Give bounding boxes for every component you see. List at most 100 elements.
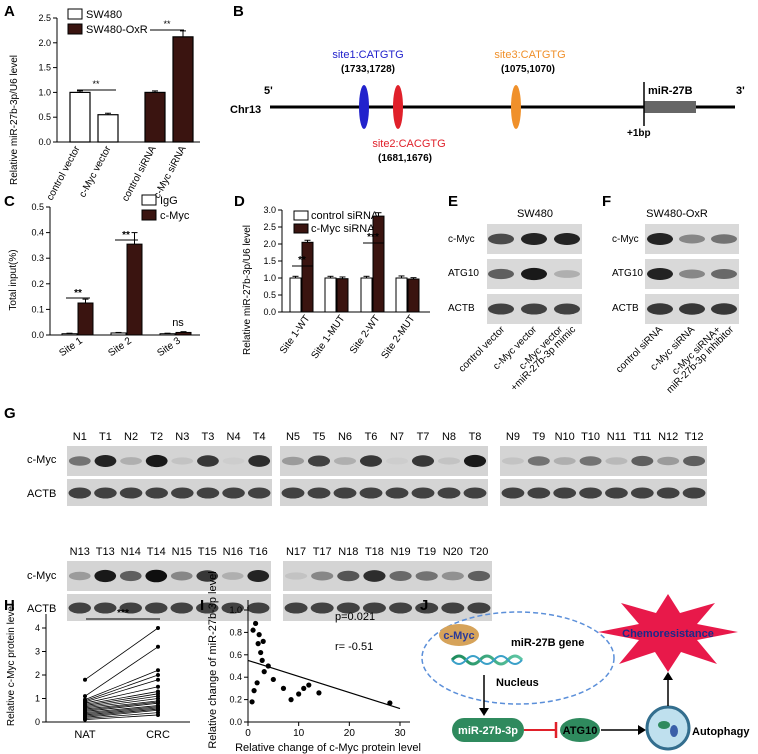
g-band-cmyc-0-6 xyxy=(222,457,245,465)
g-lane-4-3: T18 xyxy=(365,546,384,558)
sig-a-1: ** xyxy=(92,79,100,89)
j-organelle-2 xyxy=(670,725,678,737)
b-site3-pos: (1075,1070) xyxy=(501,64,555,75)
bar-c-0-0 xyxy=(61,333,78,336)
bar-c-0-1 xyxy=(110,332,127,336)
h-yticks-label-3: 3 xyxy=(35,647,40,657)
xtick-d-3: Site 2-MUT xyxy=(379,313,417,361)
g-band-actb-0-1 xyxy=(94,487,117,499)
f-cell-line: SW480-OxR xyxy=(646,208,708,220)
h-pair-line-1 xyxy=(84,712,159,719)
a-yticks-label-0: 0.0 xyxy=(38,137,51,147)
panel-f: F SW480-OxR c-Myc ATG10 ACTB control siR… xyxy=(602,193,739,396)
g-lane-3-1: T13 xyxy=(96,546,115,558)
f-bands xyxy=(647,233,737,315)
g-band-cmyc-3-5 xyxy=(196,570,219,582)
bar-c-0-2 xyxy=(159,333,176,336)
b-site1-marker xyxy=(359,85,369,129)
h-pair-line-0 xyxy=(84,714,159,721)
g-row1-actb: ACTB xyxy=(27,488,56,500)
bar-a-0 xyxy=(69,91,91,143)
g-row2-cmyc: c-Myc xyxy=(27,570,57,582)
g-band-actb-3-4 xyxy=(170,602,193,614)
g-band-actb-1-2 xyxy=(333,487,357,499)
h-pair-line-17 xyxy=(84,669,159,701)
g-band-cmyc-1-4 xyxy=(385,457,409,465)
bar-a-3 xyxy=(172,36,194,143)
g-row2-actb: ACTB xyxy=(27,603,56,615)
i-point-19 xyxy=(387,700,393,706)
g-band-actb-1-4 xyxy=(385,487,409,499)
b-gene-box xyxy=(644,101,696,113)
g-band-cmyc-3-1 xyxy=(94,569,117,583)
g-lane-0-7: T4 xyxy=(253,431,266,443)
j-nucleus-outline xyxy=(421,611,615,705)
panel-h-label: H xyxy=(4,597,15,614)
a-yticks-label-2: 1.0 xyxy=(38,87,51,97)
chart-h-pairs xyxy=(83,626,160,722)
g-band-actb-2-0 xyxy=(501,487,525,499)
bar-d-1-0 xyxy=(301,241,314,313)
legend-d-ctrl: control siRNA xyxy=(311,210,379,222)
sig-d-2: *** xyxy=(367,232,379,243)
legend-a-sw480-swatch xyxy=(67,8,83,20)
g-band-cmyc-3-7 xyxy=(247,570,270,582)
i-fit-line xyxy=(247,659,401,710)
panel-e-label: E xyxy=(448,193,458,210)
c-yticks-label-3: 0.3 xyxy=(31,253,44,263)
f-band-1-2 xyxy=(711,269,737,279)
i-point-1 xyxy=(253,620,259,627)
legend-d-si-swatch xyxy=(293,223,309,234)
i-point-18 xyxy=(259,657,265,664)
g-band-cmyc-2-7 xyxy=(683,455,706,467)
g-lane-4-4: N19 xyxy=(390,546,410,558)
g-band-cmyc-0-1 xyxy=(94,455,117,467)
sig-h: *** xyxy=(117,608,129,619)
g-lane-2-4: N11 xyxy=(607,431,626,443)
g-lane-3-2: N14 xyxy=(121,546,141,558)
g-band-cmyc-0-5 xyxy=(197,455,219,467)
g-lane-2-5: T11 xyxy=(633,431,651,443)
sig-c-1: ** xyxy=(74,288,82,299)
chart-a-bars xyxy=(69,30,194,143)
g-band-cmyc-1-0 xyxy=(281,456,305,466)
g-lane-1-3: T6 xyxy=(365,431,378,443)
f-row-2: ACTB xyxy=(612,303,639,314)
h-pair-line-12 xyxy=(84,693,159,706)
g-lane-4-2: N18 xyxy=(338,546,358,558)
g-lane-0-5: T3 xyxy=(202,431,215,443)
g-band-actb-1-5 xyxy=(411,487,435,499)
j-cmyc-protein xyxy=(439,624,479,646)
g-band-actb-2-3 xyxy=(579,487,602,499)
g-band-cmyc-4-1 xyxy=(311,571,334,581)
chart-d-bars xyxy=(289,212,420,313)
i-xtick-label-0: 0 xyxy=(245,728,251,739)
i-ytick-label-3: 0.6 xyxy=(229,650,242,660)
c-yticks-label-2: 0.2 xyxy=(31,279,44,289)
j-arrow-down-head xyxy=(479,708,489,716)
d-yticks-label-2: 1.0 xyxy=(263,273,276,283)
i-xtick-label-1: 10 xyxy=(293,728,305,739)
g-band-cmyc-0-4 xyxy=(171,457,194,465)
bar-d-0-3 xyxy=(395,277,408,313)
a-yticks-label-3: 1.5 xyxy=(38,63,51,73)
g-band-actb-3-3 xyxy=(145,602,168,614)
xtick-c-0: Site 1 xyxy=(57,335,85,359)
g-band-actb-3-1 xyxy=(94,602,117,614)
h-pair-line-8 xyxy=(84,701,159,711)
e-bands xyxy=(488,233,580,315)
g-band-actb-0-7 xyxy=(247,487,271,499)
panel-a: A SW480 SW480-OxR Relative miR-27b-3p/U6… xyxy=(4,3,200,203)
j-atg10: ATG10 xyxy=(563,725,598,737)
axis-i-ylabel: Relative change of miR-27b-3p level xyxy=(207,571,219,748)
h-pair-line-9 xyxy=(84,700,159,710)
g-lane-0-6: N4 xyxy=(227,431,241,443)
e-band-1-0 xyxy=(488,268,514,280)
g-lane-4-0: N17 xyxy=(286,546,306,558)
bar-c-1-2 xyxy=(175,331,192,336)
xtick-a-1: c-Myc vector xyxy=(77,144,114,200)
sig-c-3: ns xyxy=(172,317,184,329)
g-band-cmyc-1-2 xyxy=(333,457,357,465)
g-lane-0-4: N3 xyxy=(175,431,189,443)
g-band-cmyc-4-6 xyxy=(441,571,464,581)
